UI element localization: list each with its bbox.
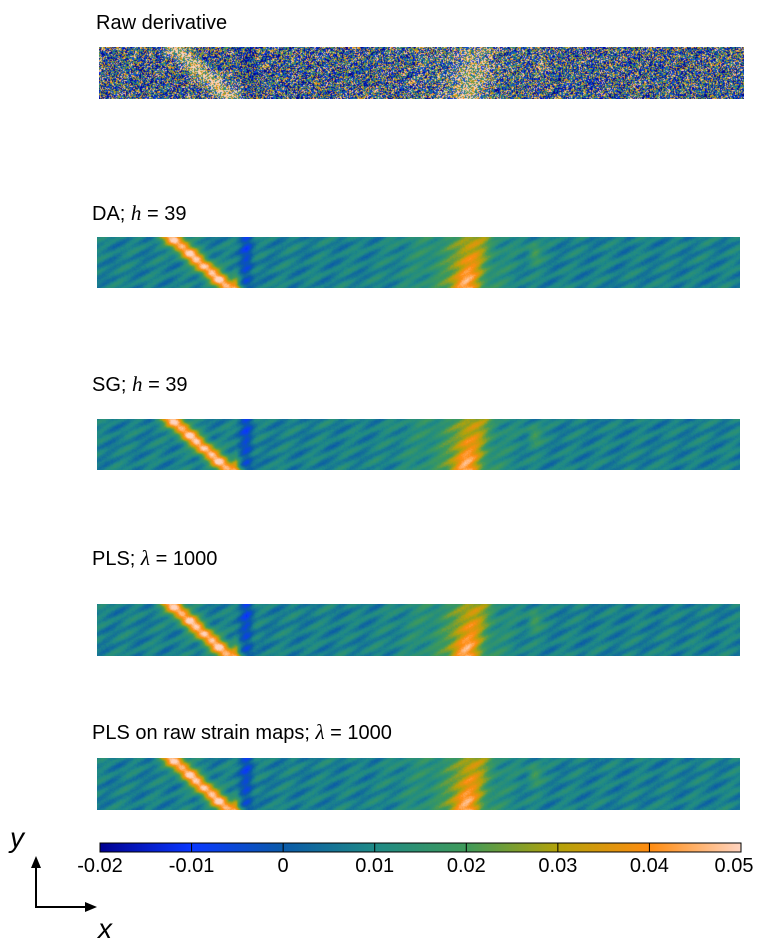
panel-title-sg: SG; h = 39	[92, 372, 188, 397]
y-arrowhead-icon	[31, 856, 41, 868]
panel-param-eq: =	[141, 203, 165, 225]
panel-param-value: 39	[165, 374, 188, 396]
panel-param-eq: =	[324, 722, 348, 744]
colorbar-tick-label: 0	[277, 855, 289, 877]
panel-title-da: DA; h = 39	[92, 201, 186, 226]
panel-title-pls: PLS; λ = 1000	[92, 546, 217, 571]
panel-title-text: PLS on raw strain maps;	[92, 722, 316, 744]
x-axis-label: x	[98, 913, 112, 944]
panel-param-eq: =	[142, 374, 166, 396]
panel-title-text: SG;	[92, 374, 133, 396]
panel-param-value: 39	[164, 203, 187, 225]
panel-title-text: Raw derivative	[96, 12, 228, 34]
heatmap-pls	[97, 604, 740, 656]
panel-param-eq: =	[150, 548, 173, 570]
colorbar-gradient	[99, 842, 742, 853]
panel-param-symbol: h	[130, 201, 142, 225]
colorbar-tick-label: 0.01	[355, 855, 395, 877]
heatmap-sg	[97, 419, 740, 470]
panel-title-text: PLS;	[92, 548, 141, 570]
panel-title-raw-derivative: Raw derivative	[96, 11, 227, 35]
panel-title-text: DA;	[92, 203, 131, 225]
heatmap-raw-derivative	[99, 47, 744, 99]
panel-param-value: 1000	[347, 722, 392, 744]
x-arrowhead-icon	[85, 902, 97, 912]
panel-param-symbol: λ	[315, 720, 325, 744]
heatmap-pls-raw-strain	[97, 758, 740, 810]
colorbar-tick-label: -0.01	[168, 855, 215, 877]
colorbar-tick-label: -0.02	[77, 855, 123, 877]
panel-param-symbol: h	[132, 372, 143, 396]
colorbar-ticks	[99, 843, 742, 852]
colorbar-tick-label: 0.04	[629, 855, 669, 877]
panel-title-pls-raw-strain: PLS on raw strain maps; λ = 1000	[92, 720, 392, 745]
colorbar-tick-label: 0.05	[714, 855, 754, 877]
y-axis-label: y	[10, 822, 24, 853]
panel-param-symbol: λ	[140, 546, 151, 570]
colorbar-tick-label: 0.03	[538, 855, 578, 877]
colorbar-tick-label: 0.02	[446, 855, 486, 877]
panel-param-value: 1000	[172, 548, 218, 570]
heatmap-da	[97, 237, 740, 288]
